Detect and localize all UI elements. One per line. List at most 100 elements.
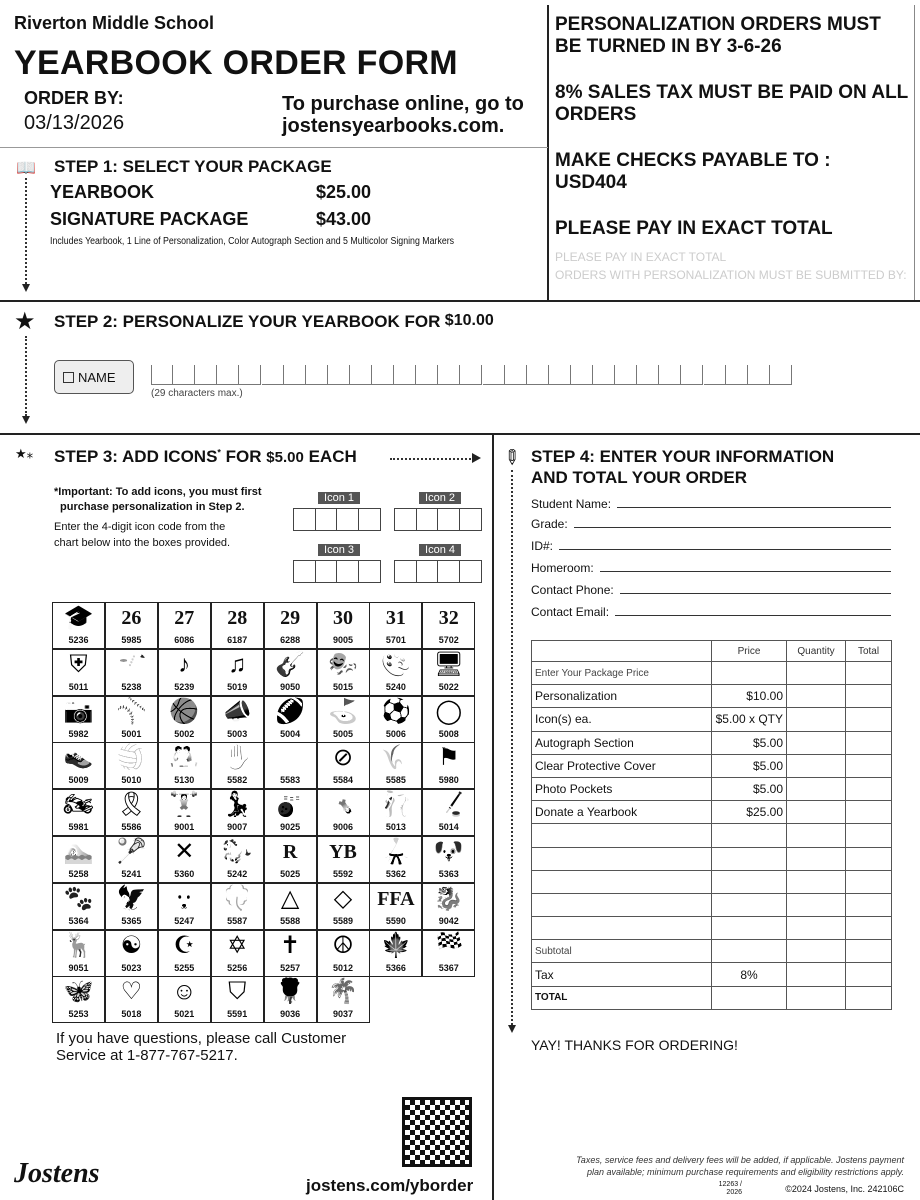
total-cell[interactable] <box>845 869 892 894</box>
name-char-box[interactable] <box>747 365 770 385</box>
checkbox-icon[interactable] <box>63 372 74 383</box>
name-char-box[interactable] <box>703 365 726 385</box>
digit-box[interactable] <box>417 561 438 582</box>
info-field[interactable]: Contact Email: <box>531 605 891 619</box>
name-char-box[interactable] <box>548 365 571 385</box>
field-input-line[interactable] <box>619 583 891 594</box>
quantity-cell[interactable] <box>786 753 846 778</box>
digit-box[interactable] <box>294 561 316 582</box>
name-char-box[interactable] <box>725 365 748 385</box>
total-cell[interactable] <box>845 985 892 1010</box>
digit-box[interactable] <box>359 509 381 530</box>
digit-box[interactable] <box>316 561 337 582</box>
name-char-box[interactable] <box>482 365 505 385</box>
field-input-line[interactable] <box>599 561 891 572</box>
name-char-box[interactable] <box>305 365 328 385</box>
name-char-box[interactable] <box>283 365 306 385</box>
field-input-line[interactable] <box>573 517 891 528</box>
info-field[interactable]: Contact Phone: <box>531 583 891 597</box>
quantity-cell[interactable] <box>786 800 846 825</box>
icon-cell-tennis-ball: ◯ 5008 <box>422 695 476 743</box>
info-field[interactable]: Student Name: <box>531 497 891 511</box>
total-cell[interactable] <box>845 660 892 686</box>
icon-code-input[interactable] <box>293 560 381 583</box>
total-cell[interactable] <box>845 684 892 709</box>
info-field[interactable]: ID#: <box>531 539 891 553</box>
digit-box[interactable] <box>438 509 460 530</box>
name-char-box[interactable] <box>593 365 615 385</box>
quantity-cell[interactable] <box>786 892 846 918</box>
icon-code-input[interactable] <box>293 508 381 531</box>
name-char-box[interactable] <box>173 365 196 385</box>
quantity-cell[interactable] <box>786 962 846 987</box>
icon-code-input[interactable] <box>394 560 482 583</box>
name-char-box[interactable] <box>195 365 218 385</box>
name-char-box[interactable] <box>526 365 549 385</box>
digit-box[interactable] <box>359 561 381 582</box>
total-cell[interactable] <box>845 939 892 964</box>
name-char-box[interactable] <box>151 365 173 385</box>
name-char-box[interactable] <box>416 365 439 385</box>
info-field[interactable]: Homeroom: <box>531 561 891 575</box>
name-char-box[interactable] <box>570 365 593 385</box>
digit-box[interactable] <box>460 509 482 530</box>
online-link[interactable]: jostensyearbooks.com. <box>282 115 505 137</box>
name-char-box[interactable] <box>217 365 240 385</box>
digit-box[interactable] <box>395 509 417 530</box>
total-cell[interactable] <box>845 823 892 848</box>
name-option-button[interactable]: NAME <box>54 360 134 394</box>
digit-box[interactable] <box>438 561 460 582</box>
quantity-cell[interactable] <box>786 846 846 871</box>
digit-box[interactable] <box>395 561 417 582</box>
icon-code-input[interactable] <box>394 508 482 531</box>
name-char-box[interactable] <box>349 365 372 385</box>
total-cell[interactable] <box>845 892 892 918</box>
name-char-box[interactable] <box>327 365 350 385</box>
field-input-line[interactable] <box>615 605 891 616</box>
name-char-box[interactable] <box>681 365 704 385</box>
football-helmet-icon: 🏈 <box>275 697 306 725</box>
name-char-box[interactable] <box>769 365 792 385</box>
digit-box[interactable] <box>294 509 316 530</box>
quantity-cell[interactable] <box>786 985 846 1010</box>
total-cell[interactable] <box>845 776 892 802</box>
quantity-cell[interactable] <box>786 939 846 964</box>
digit-box[interactable] <box>337 509 359 530</box>
total-cell[interactable] <box>845 800 892 825</box>
total-cell[interactable] <box>845 962 892 987</box>
info-field[interactable]: Grade: <box>531 517 891 531</box>
field-input-line[interactable] <box>559 539 891 550</box>
qr-code[interactable] <box>402 1097 472 1167</box>
quantity-cell[interactable] <box>786 776 846 802</box>
name-char-box[interactable] <box>504 365 527 385</box>
digit-box[interactable] <box>316 509 337 530</box>
quantity-cell[interactable] <box>786 707 846 732</box>
quantity-cell[interactable] <box>786 916 846 941</box>
total-cell[interactable] <box>845 753 892 778</box>
order-url[interactable]: jostens.com/yborder <box>306 1176 474 1195</box>
icon-code: 5006 <box>385 728 406 739</box>
name-char-box[interactable] <box>261 365 284 385</box>
quantity-cell[interactable] <box>786 823 846 848</box>
quantity-cell[interactable] <box>786 730 846 755</box>
name-char-box[interactable] <box>615 365 638 385</box>
wrestling-icon: 🤼 <box>169 744 200 772</box>
field-input-line[interactable] <box>617 497 891 508</box>
digit-box[interactable] <box>337 561 359 582</box>
quantity-cell[interactable] <box>786 684 846 709</box>
name-char-box[interactable] <box>239 365 262 385</box>
total-cell[interactable] <box>845 730 892 755</box>
quantity-cell[interactable] <box>786 869 846 894</box>
total-cell[interactable] <box>845 707 892 732</box>
digit-box[interactable] <box>417 509 438 530</box>
name-char-box[interactable] <box>372 365 394 385</box>
name-char-box[interactable] <box>460 365 483 385</box>
total-cell[interactable] <box>845 916 892 941</box>
total-cell[interactable] <box>845 846 892 871</box>
name-char-box[interactable] <box>438 365 461 385</box>
digit-box[interactable] <box>460 561 482 582</box>
name-char-box[interactable] <box>637 365 660 385</box>
quantity-cell[interactable] <box>786 660 846 686</box>
name-char-box[interactable] <box>659 365 682 385</box>
name-char-box[interactable] <box>394 365 417 385</box>
